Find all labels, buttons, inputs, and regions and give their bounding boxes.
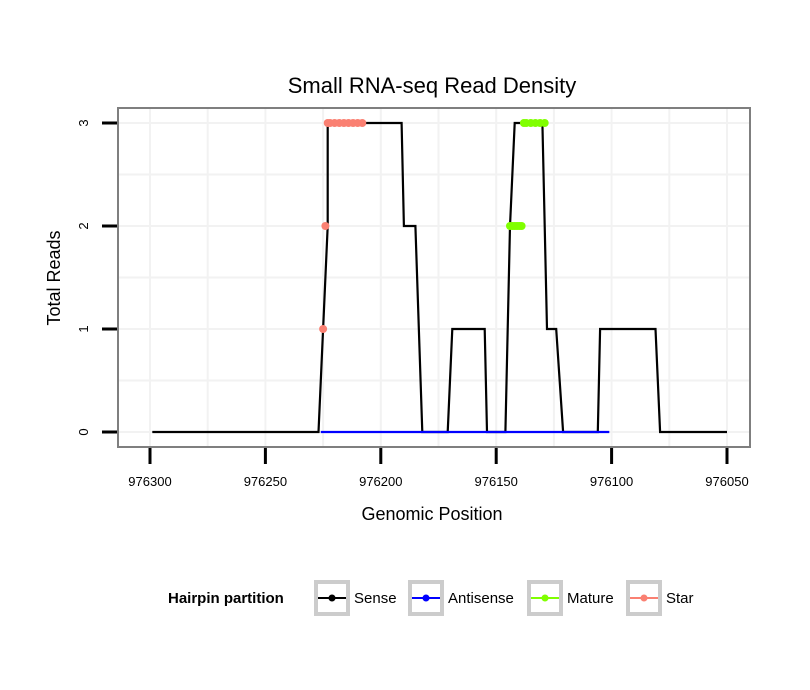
- legend-item-antisense: Antisense: [408, 580, 514, 616]
- legend-key-point: [640, 594, 648, 602]
- data-point-mature: [517, 222, 526, 230]
- x-tick-label: 976200: [359, 474, 402, 489]
- chart-title: Small RNA-seq Read Density: [288, 73, 577, 98]
- y-tick-label: 3: [76, 119, 91, 126]
- x-tick-label: 976050: [705, 474, 748, 489]
- data-point-star: [358, 119, 367, 127]
- data-point-mature: [540, 119, 549, 127]
- x-tick-label: 976150: [475, 474, 518, 489]
- x-tick-label: 976100: [590, 474, 633, 489]
- y-axis-title: Total Reads: [44, 230, 64, 325]
- plot-panel-border: [117, 107, 751, 448]
- y-tick-label: 2: [76, 222, 91, 229]
- data-point-star: [321, 222, 330, 230]
- legend-item-sense: Sense: [314, 580, 397, 616]
- x-tick-label: 976250: [244, 474, 287, 489]
- x-tick-label: 976300: [128, 474, 171, 489]
- legend-item-mature: Mature: [527, 580, 614, 616]
- y-axis: 0 1 2 3: [76, 119, 117, 436]
- x-axis-title: Genomic Position: [361, 504, 502, 524]
- legend: Hairpin partition Sense Antisense Mature St…: [168, 580, 694, 616]
- legend-key-point: [541, 594, 549, 602]
- grid-lines: [118, 108, 750, 447]
- legend-item-star: Star: [626, 580, 694, 616]
- legend-label-mature: Mature: [567, 590, 614, 607]
- legend-label-sense: Sense: [354, 590, 397, 607]
- data-point-star: [319, 325, 328, 333]
- legend-label-antisense: Antisense: [448, 590, 514, 607]
- y-tick-label: 1: [76, 325, 91, 332]
- legend-title: Hairpin partition: [168, 590, 284, 607]
- legend-label-star: Star: [666, 590, 694, 607]
- legend-key-point: [422, 594, 430, 602]
- x-axis: 976300 976250 976200 976150 976100 976050: [128, 448, 749, 489]
- legend-key-point: [328, 594, 336, 602]
- series-lines: [152, 121, 727, 434]
- series-points: [319, 119, 549, 333]
- y-tick-label: 0: [76, 428, 91, 435]
